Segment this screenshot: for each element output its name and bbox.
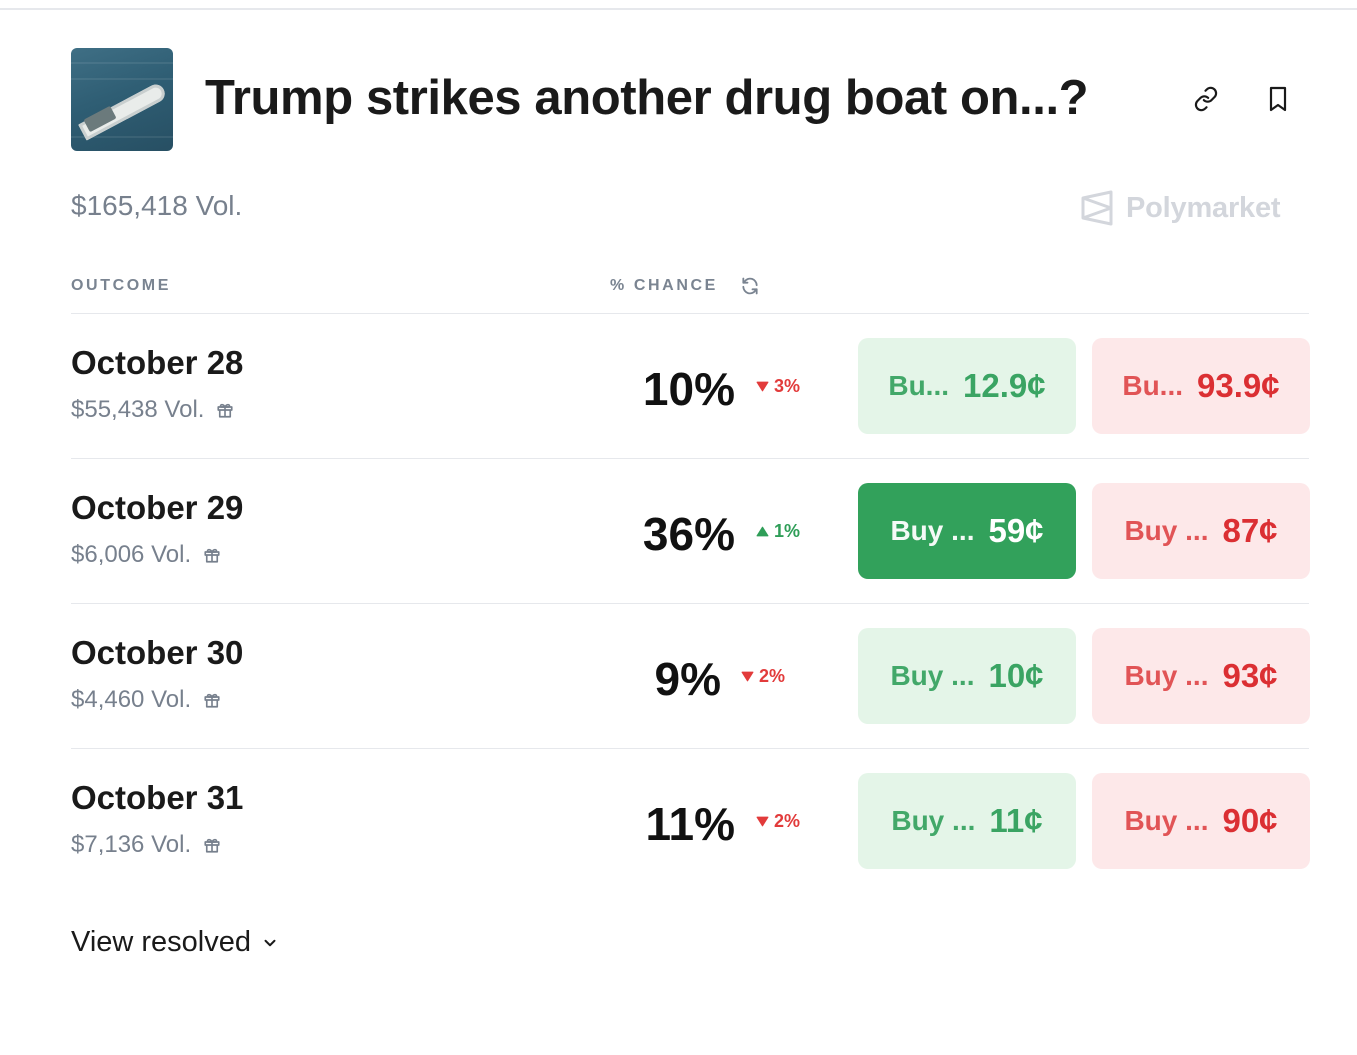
buy-no-button[interactable]: Buy ... 87¢ — [1092, 483, 1310, 579]
outcome-volume-text: $4,460 Vol. — [71, 686, 192, 713]
outcome-name: October 31 — [71, 779, 244, 816]
outcome-volume: $6,006 Vol. — [71, 541, 221, 569]
buy-yes-price: 11¢ — [989, 802, 1043, 839]
top-divider — [0, 8, 1357, 10]
bookmark-icon — [1269, 86, 1287, 112]
chance-delta: 1% — [756, 521, 800, 542]
buy-yes-price: 59¢ — [988, 512, 1044, 549]
chance-delta-value: 1% — [774, 521, 801, 541]
buy-no-price: 90¢ — [1222, 802, 1278, 839]
outcome-name: October 30 — [71, 634, 244, 671]
chance-delta-value: 2% — [774, 811, 801, 831]
row-divider — [71, 458, 1309, 459]
total-volume: $165,418 Vol. — [71, 190, 243, 221]
outcome-row[interactable]: October 29 $6,006 Vol. 36% 1% Buy ... 59… — [71, 459, 1310, 603]
buy-no-price: 87¢ — [1222, 512, 1278, 549]
row-divider — [71, 748, 1309, 749]
outcome-chance: 11% — [645, 798, 735, 850]
buy-no-label: Buy ... — [1124, 515, 1209, 546]
triangle-down-icon — [756, 816, 769, 827]
buy-yes-label: Buy ... — [891, 805, 976, 836]
gift-icon — [204, 838, 220, 853]
buy-yes-price: 12.9¢ — [963, 367, 1046, 404]
buy-yes-price: 10¢ — [988, 657, 1044, 694]
outcome-volume: $55,438 Vol. — [71, 396, 234, 424]
outcome-volume-text: $7,136 Vol. — [71, 831, 192, 858]
outcome-name: October 29 — [71, 489, 244, 526]
buy-yes-label: Bu... — [888, 370, 950, 401]
chance-delta-value: 3% — [774, 376, 801, 396]
view-resolved-label: View resolved — [71, 926, 252, 958]
table-divider — [71, 313, 1309, 314]
buy-yes-label: Buy ... — [890, 515, 975, 546]
market-title: Trump strikes another drug boat on...? — [205, 71, 1089, 125]
buy-no-label: Bu... — [1122, 370, 1184, 401]
outcome-name: October 28 — [71, 344, 244, 381]
column-header-outcome: OUTCOME — [71, 277, 171, 294]
gift-icon — [204, 693, 220, 708]
outcome-volume: $7,136 Vol. — [71, 831, 221, 859]
outcome-row[interactable]: October 30 $4,460 Vol. 9% 2% Buy ... 10¢… — [71, 604, 1310, 748]
outcome-row[interactable]: October 31 $7,136 Vol. 11% 2% Buy ... 11… — [71, 749, 1310, 893]
market-image — [71, 48, 173, 151]
copy-link-button[interactable] — [1189, 82, 1223, 116]
column-header-chance: % CHANCE — [610, 277, 718, 294]
outcome-volume: $4,460 Vol. — [71, 686, 221, 714]
buy-yes-label: Buy ... — [890, 660, 975, 691]
buy-no-button[interactable]: Buy ... 93¢ — [1092, 628, 1310, 724]
bookmark-button[interactable] — [1261, 82, 1295, 116]
row-divider — [71, 603, 1309, 604]
outcome-chance: 36% — [642, 508, 735, 560]
gift-icon — [204, 548, 220, 563]
chance-delta: 2% — [741, 666, 785, 687]
triangle-down-icon — [741, 671, 754, 682]
outcome-chance: 9% — [654, 653, 721, 705]
outcome-volume-text: $6,006 Vol. — [71, 541, 192, 568]
gift-icon — [217, 403, 234, 418]
view-resolved-toggle[interactable]: View resolved — [71, 926, 279, 959]
buy-yes-button[interactable]: Bu... 12.9¢ — [858, 338, 1076, 434]
buy-yes-button[interactable]: Buy ... 10¢ — [858, 628, 1076, 724]
buy-no-price: 93¢ — [1222, 657, 1278, 694]
outcome-row[interactable]: October 28 $55,438 Vol. 10% 3% Bu... 12.… — [71, 314, 1310, 458]
brand-name: Polymarket — [1126, 191, 1281, 224]
triangle-down-icon — [756, 381, 769, 392]
buy-no-label: Buy ... — [1124, 660, 1209, 691]
polymarket-logo-icon — [1081, 190, 1113, 226]
triangle-up-icon — [756, 526, 769, 537]
outcome-volume-text: $55,438 Vol. — [71, 396, 205, 423]
outcome-chance: 10% — [642, 363, 735, 415]
chance-delta: 2% — [756, 811, 800, 832]
buy-yes-button[interactable]: Buy ... 59¢ — [858, 483, 1076, 579]
chevron-down-icon — [264, 939, 276, 946]
chance-delta: 3% — [756, 376, 800, 397]
polymarket-brand: Polymarket — [1080, 190, 1281, 226]
refresh-icon[interactable] — [740, 276, 760, 296]
buy-no-price: 93.9¢ — [1197, 367, 1280, 404]
buy-no-label: Buy ... — [1124, 805, 1209, 836]
link-icon — [1194, 86, 1218, 112]
buy-no-button[interactable]: Bu... 93.9¢ — [1092, 338, 1310, 434]
buy-no-button[interactable]: Buy ... 90¢ — [1092, 773, 1310, 869]
market-header: Trump strikes another drug boat on...? — [71, 48, 1309, 151]
buy-yes-button[interactable]: Buy ... 11¢ — [858, 773, 1076, 869]
chance-delta-value: 2% — [759, 666, 786, 686]
